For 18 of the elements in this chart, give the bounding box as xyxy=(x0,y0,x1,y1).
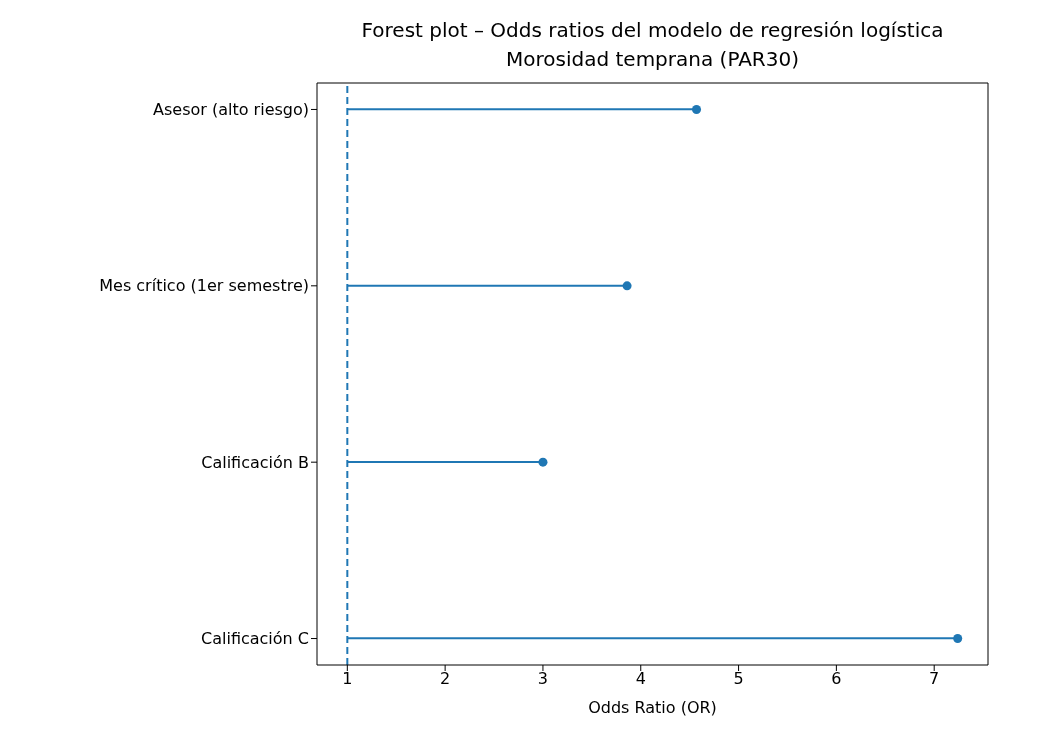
y-tick-label: Mes crítico (1er semestre) xyxy=(99,276,309,296)
x-tick-label: 4 xyxy=(635,669,646,689)
y-tick-label: Calificación C xyxy=(201,629,309,649)
x-axis-title: Odds Ratio (OR) xyxy=(588,698,717,717)
x-tick-label: 7 xyxy=(929,669,940,689)
chart-subtitle: Morosidad temprana (PAR30) xyxy=(505,46,800,73)
x-tick-label: 3 xyxy=(537,669,549,689)
x-tick-label: 2 xyxy=(440,669,451,689)
y-tick-label: Calificación B xyxy=(201,452,309,472)
point xyxy=(622,281,632,291)
x-tick-label: 6 xyxy=(831,669,842,689)
point xyxy=(953,634,963,644)
x-tick-label: 1 xyxy=(342,669,353,689)
point xyxy=(538,457,548,467)
x-tick-label: 5 xyxy=(733,669,744,689)
point xyxy=(692,104,702,114)
y-tick-label: Asesor (alto riesgo) xyxy=(153,100,309,120)
chart-title: Forest plot – Odds ratios del modelo de regresión logística xyxy=(360,17,945,44)
